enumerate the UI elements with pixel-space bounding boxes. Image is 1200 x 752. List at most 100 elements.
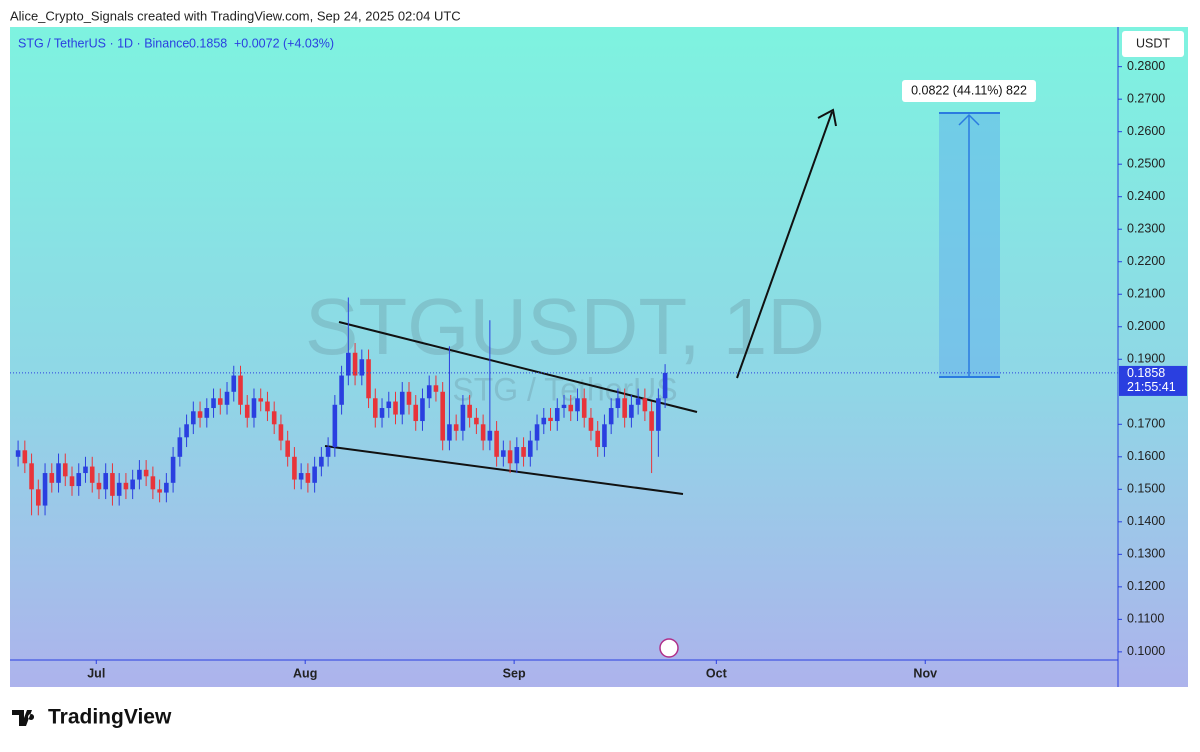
candle-body — [22, 450, 28, 464]
candle-body — [420, 398, 425, 422]
candle-body — [76, 473, 82, 487]
chart-background — [10, 27, 1188, 687]
x-tick-label: Nov — [913, 666, 937, 680]
candle-body — [130, 479, 135, 490]
candle-body — [164, 482, 169, 493]
candle-body — [460, 404, 466, 431]
candle-body — [96, 482, 102, 490]
candle-body — [399, 391, 405, 415]
candle-body — [554, 408, 560, 422]
candle-body — [56, 463, 61, 483]
header: Alice_Crypto_Signals created with Tradin… — [10, 8, 461, 23]
candle-body — [352, 352, 358, 376]
candle-body — [29, 463, 34, 490]
candle-body — [170, 456, 176, 483]
candle-body — [285, 440, 290, 457]
candle-body — [137, 469, 142, 480]
y-tick-label: 0.2500 — [1127, 156, 1165, 170]
price-tag-box — [1119, 365, 1187, 396]
y-tick-label: 0.1900 — [1127, 352, 1165, 366]
logo-icon — [12, 710, 35, 726]
candle-body — [595, 430, 600, 448]
candle-body — [258, 398, 264, 402]
arrow-head — [817, 108, 837, 127]
watermark: STGUSDT, 1D — [305, 282, 825, 371]
candle-body — [197, 411, 203, 418]
y-tick-label: 0.2700 — [1127, 91, 1165, 105]
candle-body — [426, 385, 432, 399]
candle-body — [62, 463, 68, 477]
candle-body — [561, 404, 567, 409]
candle-body — [548, 417, 553, 422]
candle-body — [211, 398, 216, 409]
candle-body — [501, 450, 506, 457]
candle-body — [305, 473, 311, 483]
measure-label: 0.0822 (44.11%) 822 — [911, 83, 1027, 97]
drawings — [324, 80, 1036, 495]
candle-body — [366, 359, 371, 399]
y-tick-label: 0.2000 — [1127, 319, 1165, 333]
candle-body — [521, 447, 526, 457]
candle-body — [494, 430, 499, 457]
candle-body — [69, 476, 75, 487]
last-price: 0.1858 — [189, 36, 227, 50]
y-tick-label: 0.1200 — [1127, 579, 1165, 593]
y-tick-label: 0.1700 — [1127, 417, 1165, 431]
candle-body — [217, 398, 223, 405]
candle-body — [406, 391, 412, 405]
y-tick-label: 0.1000 — [1127, 644, 1165, 658]
candle-body — [238, 375, 243, 405]
candle-body — [467, 404, 472, 418]
candle-body — [480, 424, 486, 441]
logo — [12, 710, 35, 726]
countdown: 21:55:41 — [1127, 380, 1176, 394]
x-tick-label: Jul — [87, 666, 105, 680]
y-tick-label: 0.2100 — [1127, 287, 1165, 301]
candle-body — [662, 372, 668, 399]
candle-body — [534, 424, 540, 441]
candle-body — [487, 430, 493, 441]
candle-body — [332, 404, 338, 448]
y-tick-label: 0.1400 — [1127, 514, 1165, 528]
candle-body — [298, 473, 304, 480]
candle-body — [453, 424, 459, 431]
measure-arrow-head — [958, 113, 980, 126]
candle-body — [575, 398, 580, 412]
y-tick-label: 0.2600 — [1127, 124, 1165, 138]
candle-body — [413, 404, 419, 422]
candle-body — [622, 398, 627, 418]
candle-body — [143, 469, 149, 477]
y-tick-label: 0.2200 — [1127, 254, 1165, 268]
candle-body — [191, 411, 196, 425]
trendline-lower — [324, 445, 684, 495]
candle-body — [588, 417, 594, 431]
logo-text: TradingView — [48, 706, 172, 729]
y-tick-label: 0.1500 — [1127, 482, 1165, 496]
x-tick-label: Sep — [503, 666, 526, 680]
candle-body — [386, 401, 392, 409]
candle-body — [447, 424, 452, 441]
candle-body — [231, 375, 237, 392]
candle-body — [123, 482, 129, 490]
x-tick-label: Aug — [293, 666, 317, 680]
candle-body — [116, 482, 122, 496]
candle-body — [615, 398, 621, 409]
candle-body — [15, 450, 21, 457]
event-icon[interactable] — [659, 638, 679, 658]
currency: USDT — [1136, 36, 1170, 50]
candle-body — [649, 411, 654, 431]
candle-body — [103, 473, 109, 490]
candle-body — [36, 489, 41, 506]
currency-box[interactable] — [1122, 31, 1184, 57]
candle-body — [528, 440, 533, 457]
candle-body — [474, 417, 479, 425]
y-tick-label: 0.2800 — [1127, 59, 1165, 73]
candle-body — [339, 375, 344, 405]
candle-body — [541, 417, 547, 425]
y-tick-label: 0.2300 — [1127, 222, 1165, 236]
candle-body — [292, 456, 297, 480]
y-tick-label: 0.2400 — [1127, 189, 1165, 203]
candle-body — [346, 352, 351, 376]
candle-body — [393, 401, 398, 415]
